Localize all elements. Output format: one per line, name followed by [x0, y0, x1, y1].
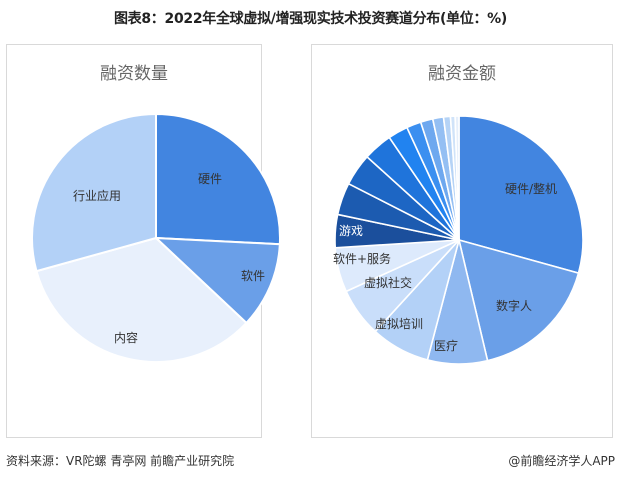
- source-note: 资料来源：VR陀螺 青亭网 前瞻产业研究院: [6, 454, 235, 468]
- slice-label: 游戏: [339, 224, 363, 238]
- slice-label: 软件+服务: [333, 251, 391, 266]
- slice-label: 虚拟培训: [375, 316, 423, 331]
- slice-label: 行业应用: [73, 188, 121, 203]
- slice-label: 医疗: [434, 339, 458, 353]
- pie-title-count: 融资数量: [100, 64, 168, 84]
- slice-label: 硬件/整机: [505, 181, 557, 196]
- pie-slice: [458, 115, 584, 275]
- slice-label: 数字人: [496, 298, 532, 313]
- credit-note: @前瞻经济学人APP: [508, 454, 615, 468]
- pie-slice: [31, 112, 157, 273]
- slice-label: 软件: [241, 269, 265, 283]
- pie-slice: [457, 238, 580, 362]
- slice-label: 虚拟社交: [364, 275, 412, 290]
- slice-label: 硬件: [198, 172, 222, 186]
- chart-title: 图表8：2022年全球虚拟/增强现实技术投资赛道分布(单位：%): [113, 11, 508, 27]
- slice-label: 内容: [114, 330, 138, 345]
- pie-title-amount: 融资金额: [428, 64, 496, 84]
- pie-slice: [454, 115, 460, 241]
- pie-slice: [155, 112, 281, 246]
- pie-slice: [35, 236, 248, 363]
- pie-slice: [153, 236, 281, 325]
